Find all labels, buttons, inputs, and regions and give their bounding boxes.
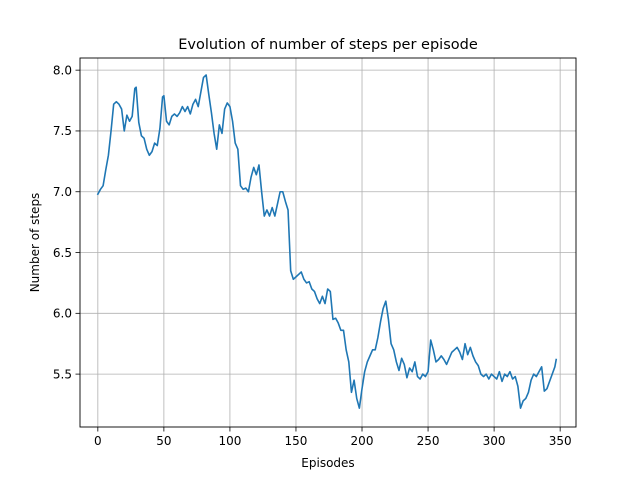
y-tick-label: 5.5: [53, 367, 72, 381]
x-axis-ticks: 0 50 100 150 200 250 300 350: [94, 427, 572, 448]
x-tick-label: 200: [351, 434, 374, 448]
y-tick-label: 6.0: [53, 307, 72, 321]
y-tick-label: 7.5: [53, 124, 72, 138]
x-tick-label: 150: [285, 434, 308, 448]
x-tick-label: 100: [218, 434, 241, 448]
plot-lines: [96, 74, 558, 409]
grid: [80, 58, 576, 427]
y-tick-label: 8.0: [53, 63, 72, 77]
x-tick-label: 350: [549, 434, 572, 448]
series-line: [96, 74, 558, 409]
y-axis-label: Number of steps: [28, 193, 42, 293]
x-tick-label: 250: [417, 434, 440, 448]
x-axis-label: Episodes: [301, 456, 354, 470]
x-tick-label: 50: [156, 434, 171, 448]
x-tick-label: 300: [483, 434, 506, 448]
axes-frame: [79, 57, 577, 428]
y-axis-ticks: 5.5 6.0 6.5 7.0 7.5 8.0: [53, 63, 80, 381]
y-tick-label: 6.5: [53, 246, 72, 260]
x-tick-label: 0: [94, 434, 102, 448]
y-tick-label: 7.0: [53, 185, 72, 199]
chart-title: Evolution of number of steps per episode: [178, 37, 478, 53]
